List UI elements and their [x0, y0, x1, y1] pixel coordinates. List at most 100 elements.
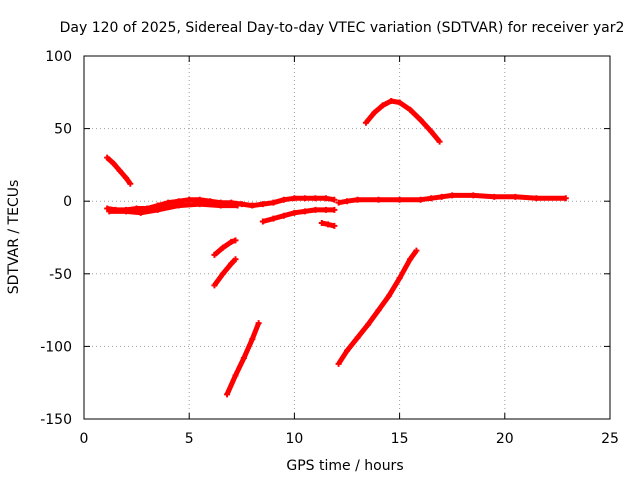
data-point — [312, 206, 319, 213]
y-tick-label: 0 — [63, 194, 72, 210]
data-point — [127, 180, 134, 187]
plot-frame — [83, 55, 611, 420]
data-point — [270, 199, 277, 206]
data-point — [318, 219, 325, 226]
y-tick-label: -50 — [49, 267, 72, 283]
data-point — [396, 275, 403, 282]
y-tick-label: -150 — [40, 412, 72, 428]
series-group — [104, 98, 569, 398]
data-point — [438, 193, 445, 200]
data-point — [165, 199, 172, 206]
data-point — [232, 256, 239, 263]
x-tick-label: 15 — [391, 431, 409, 447]
data-point — [512, 193, 519, 200]
data-point — [331, 222, 338, 229]
x-tick-label: 10 — [285, 431, 303, 447]
data-point — [449, 192, 456, 199]
data-point — [291, 209, 298, 216]
data-point — [413, 247, 420, 254]
data-point — [331, 196, 338, 203]
data-point — [371, 109, 378, 116]
y-axis-label: SDTVAR / TECUs — [6, 180, 22, 295]
data-point — [123, 174, 130, 181]
data-point — [106, 208, 113, 215]
data-point — [491, 193, 498, 200]
data-point — [322, 195, 329, 202]
data-point — [301, 195, 308, 202]
data-point — [280, 212, 287, 219]
data-point — [388, 98, 395, 105]
data-point — [137, 209, 144, 216]
data-point — [312, 195, 319, 202]
x-tick-label: 25 — [601, 431, 619, 447]
data-point — [211, 282, 218, 289]
data-point — [562, 195, 569, 202]
x-tick-label: 0 — [80, 431, 89, 447]
data-point — [116, 167, 123, 174]
data-point — [291, 195, 298, 202]
series-arc-top — [363, 98, 442, 144]
data-point — [259, 201, 266, 208]
data-point — [354, 334, 361, 341]
series-main-band-late — [338, 192, 566, 206]
data-point — [280, 196, 287, 203]
data-point — [375, 307, 382, 314]
data-point — [219, 244, 226, 251]
data-point — [301, 208, 308, 215]
tick-labels: 0 5 10 15 20 25 -150 -100 -50 0 50 100 — [40, 49, 619, 447]
data-point — [238, 201, 245, 208]
y-tick-label: -100 — [40, 339, 72, 355]
grid — [84, 56, 610, 419]
data-point — [104, 154, 111, 161]
data-point — [533, 195, 540, 202]
data-point — [436, 138, 443, 145]
data-point — [196, 201, 203, 208]
data-point — [354, 196, 361, 203]
data-point — [249, 336, 256, 343]
data-point — [175, 202, 182, 209]
data-point — [228, 238, 235, 245]
data-point — [344, 347, 350, 354]
data-point — [386, 292, 393, 299]
data-point — [470, 192, 477, 199]
chart-title: Day 120 of 2025, Sidereal Day-to-day VTE… — [60, 20, 625, 36]
data-point — [219, 270, 226, 277]
data-point — [325, 221, 332, 228]
data-point — [224, 391, 231, 398]
data-point — [211, 251, 218, 258]
x-axis-label: GPS time / hours — [286, 458, 403, 474]
data-point — [232, 237, 239, 244]
data-point — [335, 360, 342, 367]
data-point — [217, 202, 224, 209]
data-point — [428, 195, 435, 202]
x-tick-label: 5 — [185, 431, 194, 447]
data-point — [255, 320, 262, 327]
data-point — [240, 355, 247, 362]
y-tick-label: 100 — [45, 49, 72, 65]
data-point — [428, 128, 435, 135]
data-point — [365, 321, 372, 328]
data-point — [375, 196, 382, 203]
data-point — [344, 198, 350, 205]
data-point — [270, 215, 277, 222]
y-tick-label: 50 — [54, 122, 72, 138]
data-point — [259, 218, 266, 225]
data-point — [396, 99, 403, 106]
data-point — [123, 208, 130, 215]
data-point — [249, 202, 256, 209]
data-point — [234, 202, 241, 209]
x-tick-label: 20 — [496, 431, 514, 447]
data-point — [362, 119, 369, 126]
data-point — [417, 196, 424, 203]
data-point — [417, 116, 424, 123]
data-point — [407, 256, 414, 263]
ticks — [83, 55, 611, 420]
data-point — [331, 206, 338, 213]
data-point — [228, 260, 235, 267]
data-point — [396, 196, 403, 203]
data-point — [407, 106, 414, 113]
data-point — [186, 196, 193, 203]
series-seg-b — [212, 257, 238, 287]
data-point — [110, 160, 117, 167]
